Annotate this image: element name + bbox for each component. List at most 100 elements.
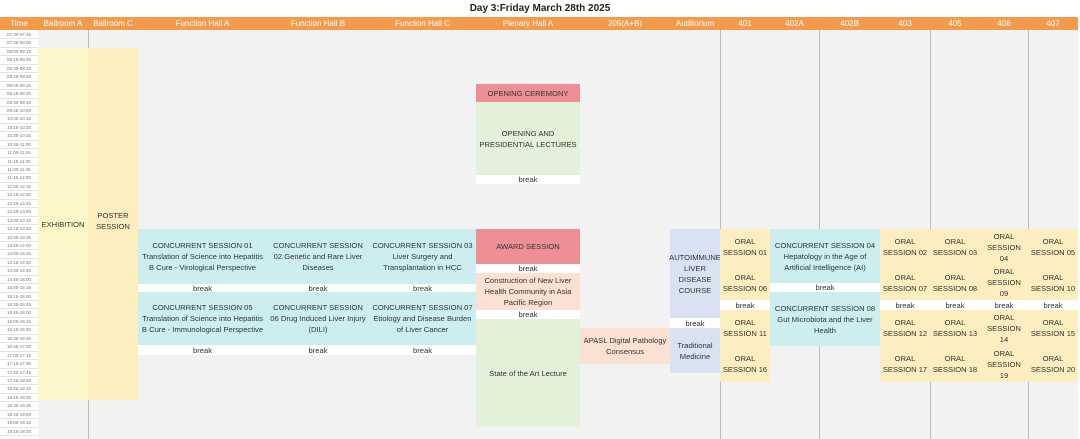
time-slot: 16:45-17:00 — [0, 343, 38, 352]
oral-session-block[interactable]: ORAL SESSION 09 — [980, 265, 1028, 300]
construction-session-block[interactable]: Construction of New Liver Health Communi… — [476, 273, 580, 310]
oral-session-block[interactable]: ORAL SESSION 05 — [1028, 229, 1078, 265]
award-session-block[interactable]: AWARD SESSION — [476, 229, 580, 264]
column-header: Time — [10, 19, 28, 28]
break-block: break — [930, 300, 980, 310]
time-slot: 10:30-10:45 — [0, 132, 38, 141]
time-slot: 17:15-17:30 — [0, 360, 38, 369]
time-slot: 19:00-19:15 — [0, 419, 38, 428]
time-slot: 14:00-14:15 — [0, 250, 38, 259]
oral-session-block[interactable]: ORAL SESSION 10 — [1028, 265, 1078, 300]
oral-session-block[interactable]: ORAL SESSION 04 — [980, 229, 1028, 265]
state-of-the-art-block[interactable]: State of the Art Lecture — [476, 319, 580, 427]
time-slot: 10:15-10:30 — [0, 124, 38, 133]
time-column: 07:30-07:45 07:45-08:00 08:00-08:15 08:15-0… — [0, 31, 38, 436]
oral-session-block[interactable]: ORAL SESSION 14 — [980, 310, 1028, 346]
oral-session-block[interactable]: ORAL SESSION 06 — [720, 265, 770, 300]
oral-session-block[interactable]: ORAL SESSION 11 — [720, 310, 770, 346]
column-header: Auditorium — [675, 19, 715, 28]
break-block: break — [476, 310, 580, 319]
time-slot: 15:30-15:45 — [0, 301, 38, 310]
oral-session-block[interactable]: ORAL SESSION 15 — [1028, 310, 1078, 346]
time-slot: 10:45-11:00 — [0, 141, 38, 150]
break-block: break — [770, 283, 880, 292]
oral-session-block[interactable]: ORAL SESSION 16 — [720, 346, 770, 382]
time-slot: 18:45-19:00 — [0, 411, 38, 420]
concurrent-session-block[interactable]: CONCURRENT SESSION 01 Translation of Sci… — [138, 229, 267, 284]
column-header-row: Time Ballroom A Ballroom C Function Hall A F… — [0, 17, 1078, 30]
column-header: 403 — [898, 19, 912, 28]
break-block: break — [138, 345, 267, 355]
autoimmune-course-block[interactable]: AUTOIMMUNE LIVER DISEASE COURSE — [669, 229, 721, 318]
concurrent-session-block[interactable]: CONCURRENT SESSION 02 Genetic and Rare L… — [267, 229, 369, 284]
break-block: break — [720, 300, 770, 310]
presidential-lectures-block[interactable]: OPENING AND PRESIDENTIAL LECTURES — [476, 102, 580, 175]
oral-session-block[interactable]: ORAL SESSION 08 — [930, 265, 980, 300]
concurrent-session-block[interactable]: CONCURRENT SESSION 04 Hepatology in the … — [770, 229, 880, 283]
column-header: Function Hall B — [290, 19, 346, 28]
poster-session-block[interactable]: POSTER SESSION — [88, 48, 138, 400]
column-header: 406 — [997, 19, 1011, 28]
break-block: break — [267, 345, 369, 355]
column-header: 401 — [738, 19, 752, 28]
time-slot: 08:45-09:00 — [0, 73, 38, 82]
oral-session-block[interactable]: ORAL SESSION 13 — [930, 310, 980, 346]
column-header: 407 — [1046, 19, 1060, 28]
traditional-medicine-block[interactable]: Traditional Medicine — [670, 328, 720, 373]
time-slot: 17:45-18:00 — [0, 377, 38, 386]
time-slot: 18:30-18:45 — [0, 402, 38, 411]
concurrent-session-block[interactable]: CONCURRENT SESSION 03 Liver Surgery and … — [369, 229, 476, 284]
time-slot: 17:30-17:45 — [0, 369, 38, 377]
oral-session-block[interactable]: ORAL SESSION 01 — [720, 229, 770, 265]
break-block: break — [980, 300, 1028, 310]
concurrent-session-block[interactable]: CONCURRENT SESSION 05 Translation of Sci… — [138, 292, 267, 345]
time-slot: 11:00-11:15 — [0, 149, 38, 158]
time-slot: 13:15-13:30 — [0, 225, 38, 234]
apasl-consensus-block[interactable]: APASL Digital Pathology Consensus — [580, 328, 670, 364]
time-slot: 19:15-19:30 — [0, 428, 38, 436]
time-slot: 10:00-10:15 — [0, 115, 38, 124]
opening-ceremony-block[interactable]: OPENING CEREMONY — [476, 84, 580, 102]
column-header: 405 — [948, 19, 962, 28]
concurrent-session-block[interactable]: CONCURRENT SESSION 06 Drug Induced Liver… — [267, 292, 369, 345]
time-slot: 11:15-11:30 — [0, 158, 38, 166]
time-slot: 07:45-08:00 — [0, 39, 38, 48]
time-slot: 12:45-13:00 — [0, 208, 38, 217]
oral-session-block[interactable]: ORAL SESSION 07 — [880, 265, 930, 300]
oral-session-block[interactable]: ORAL SESSION 12 — [880, 310, 930, 346]
oral-session-block[interactable]: ORAL SESSION 18 — [930, 346, 980, 382]
time-slot: 13:30-13:45 — [0, 234, 38, 242]
oral-session-block[interactable]: ORAL SESSION 03 — [930, 229, 980, 265]
time-slot: 11:45-12:00 — [0, 174, 38, 183]
break-block: break — [369, 284, 476, 293]
break-block: break — [138, 284, 267, 293]
concurrent-session-block[interactable]: CONCURRENT SESSION 08 Gut Microbiota and… — [770, 292, 880, 346]
time-slot: 14:15-14:30 — [0, 259, 38, 268]
time-slot: 16:00-16:15 — [0, 318, 38, 327]
time-slot: 12:30-12:45 — [0, 200, 38, 209]
time-slot: 08:00-08:15 — [0, 48, 38, 57]
oral-session-block[interactable]: ORAL SESSION 02 — [880, 229, 930, 265]
oral-session-block[interactable]: ORAL SESSION 17 — [880, 346, 930, 382]
time-slot: 13:45-14:00 — [0, 242, 38, 251]
break-block: break — [880, 300, 930, 310]
oral-session-block[interactable]: ORAL SESSION 20 — [1028, 346, 1078, 382]
break-block: break — [267, 284, 369, 293]
column-header: 402B — [840, 19, 859, 28]
time-slot: 11:30-11:45 — [0, 166, 38, 175]
time-slot: 07:30-07:45 — [0, 31, 38, 40]
time-slot: 09:45-10:00 — [0, 107, 38, 116]
concurrent-session-block[interactable]: CONCURRENT SESSION 07 Etiology and Disea… — [369, 292, 476, 345]
oral-session-block[interactable]: ORAL SESSION 19 — [980, 346, 1028, 382]
column-header: Plenary Hall A — [502, 19, 554, 28]
exhibition-block[interactable]: EXHIBITION — [38, 48, 88, 400]
time-slot: 13:00-13:15 — [0, 217, 38, 226]
time-slot: 14:30-14:45 — [0, 267, 38, 276]
column-header: Ballroom C — [93, 19, 133, 28]
time-slot: 09:30-09:45 — [0, 99, 38, 107]
time-slot: 15:15-15:30 — [0, 293, 38, 301]
time-slot: 15:45-16:00 — [0, 309, 38, 318]
time-slot: 12:15-12:30 — [0, 191, 38, 200]
column-header: 402A — [785, 19, 804, 28]
break-block: break — [670, 318, 720, 328]
